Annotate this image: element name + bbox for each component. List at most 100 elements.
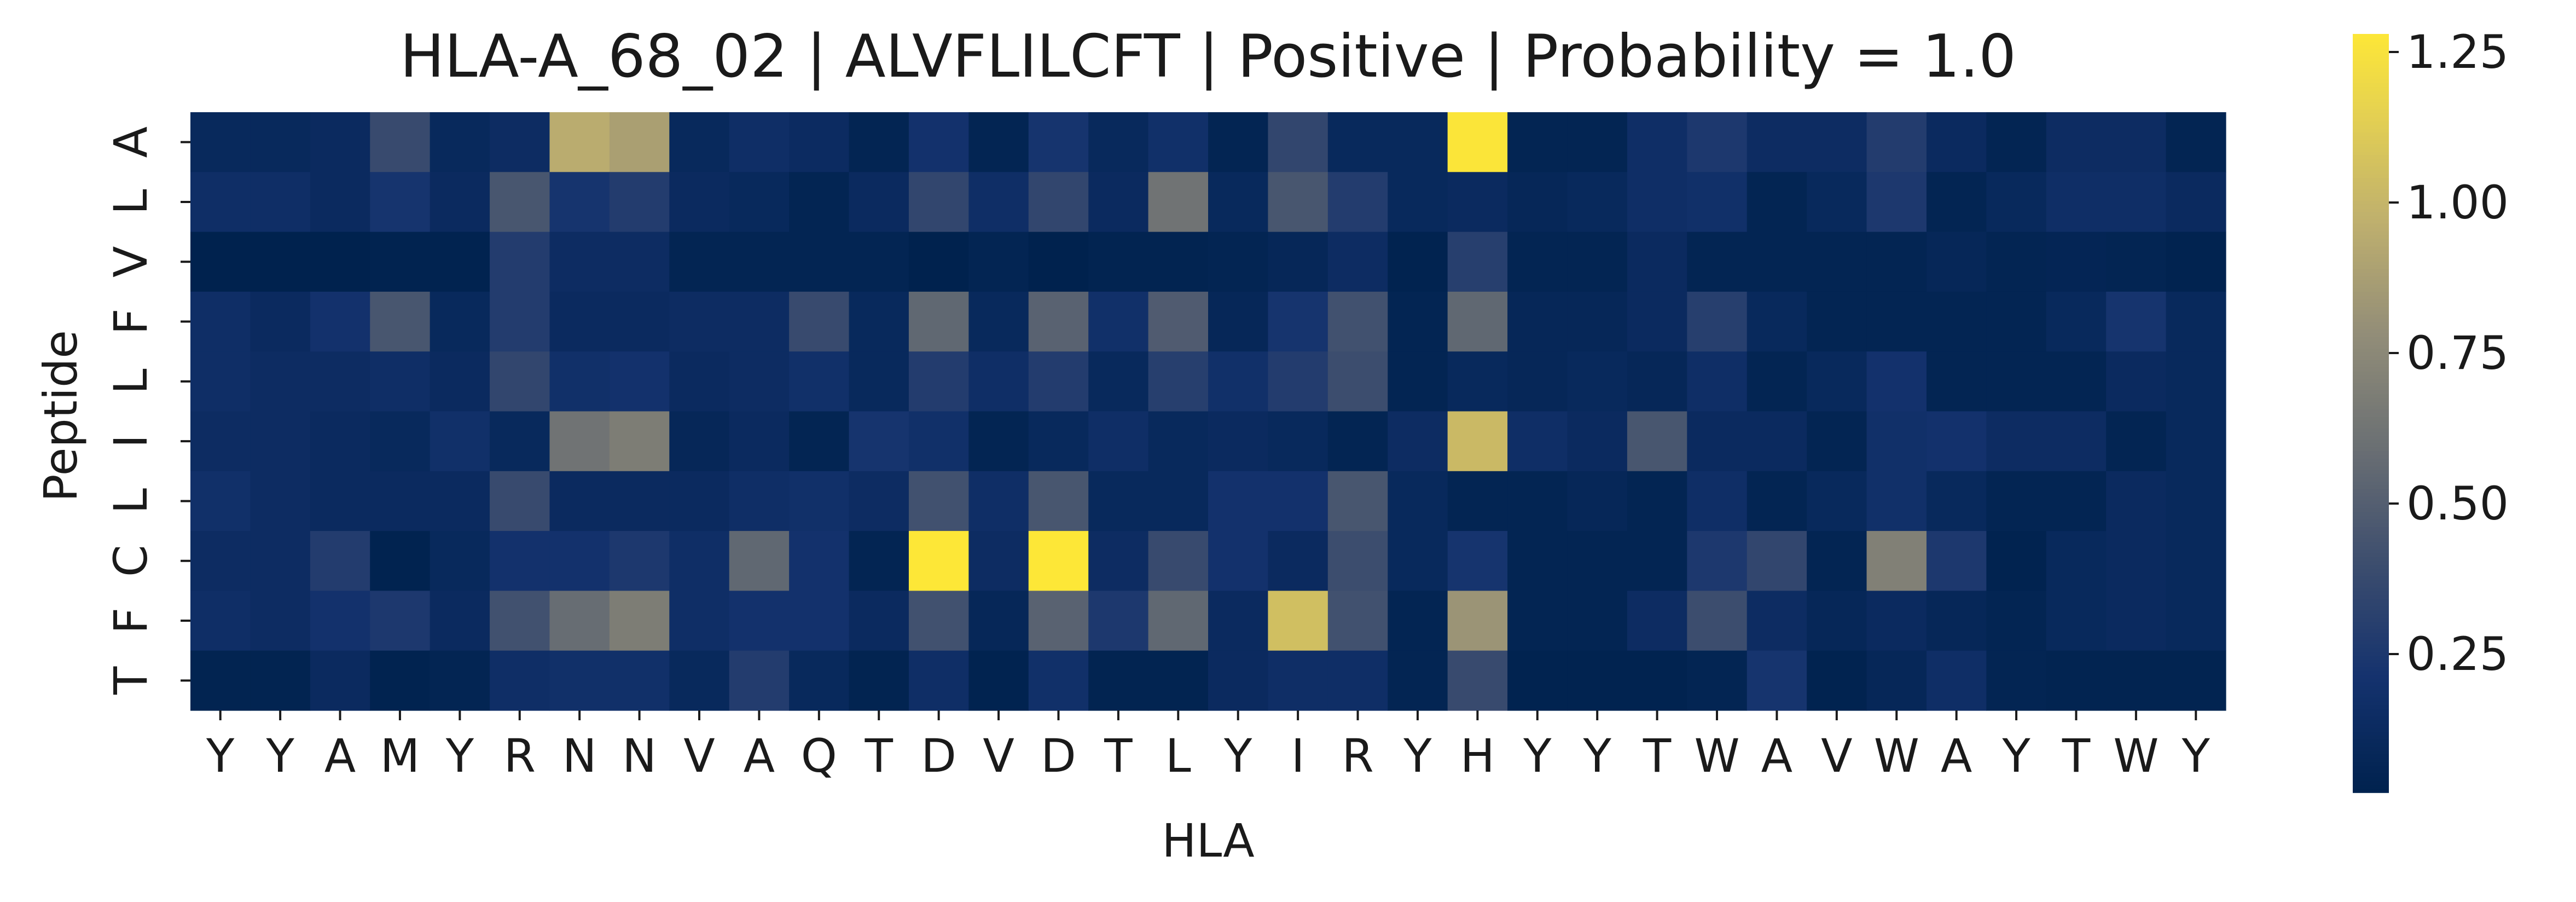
colorbar-segment xyxy=(2353,242,2389,247)
heatmap-cell xyxy=(190,531,251,591)
heatmap-cell xyxy=(1807,112,1867,172)
colorbar-segment xyxy=(2353,319,2389,323)
colorbar-segment xyxy=(2353,140,2389,144)
colorbar-segment xyxy=(2353,364,2389,368)
colorbar-segment xyxy=(2353,603,2389,608)
heatmap-cell xyxy=(729,531,790,591)
heatmap-cell xyxy=(1567,471,1627,531)
colorbar-segment xyxy=(2353,462,2389,467)
colorbar-segment xyxy=(2353,610,2389,615)
heatmap-cell xyxy=(1088,651,1148,711)
x-tick-label: A xyxy=(744,729,775,783)
heatmap-cell xyxy=(669,351,729,412)
heatmap-cell xyxy=(2106,412,2166,472)
colorbar-segment xyxy=(2353,432,2389,437)
colorbar-segment xyxy=(2353,482,2389,486)
heatmap-cell xyxy=(1687,412,1747,472)
colorbar-segment xyxy=(2353,660,2389,664)
heatmap-cell xyxy=(789,651,849,711)
heatmap-cell xyxy=(1507,351,1568,412)
heatmap-cell xyxy=(370,172,430,232)
heatmap-cell xyxy=(968,232,1029,292)
colorbar-segment xyxy=(2353,42,2389,46)
colorbar-segment xyxy=(2353,709,2389,714)
x-tick-label: R xyxy=(504,729,536,783)
colorbar-segment xyxy=(2353,197,2389,201)
heatmap-cell xyxy=(1627,351,1687,412)
heatmap-cell xyxy=(430,471,490,531)
colorbar-segment xyxy=(2353,144,2389,148)
colorbar-segment xyxy=(2353,163,2389,167)
heatmap-cell xyxy=(1927,591,1987,651)
x-tick-label: A xyxy=(324,729,356,783)
heatmap-cell xyxy=(1029,471,1089,531)
colorbar-segment xyxy=(2353,205,2389,209)
colorbar-segment xyxy=(2353,762,2389,767)
heatmap-cell xyxy=(430,651,490,711)
heatmap-cell xyxy=(789,172,849,232)
colorbar-segment xyxy=(2353,629,2389,634)
colorbar-tick-label: 1.00 xyxy=(2406,176,2509,229)
colorbar-segment xyxy=(2353,785,2389,789)
heatmap-cell xyxy=(1148,471,1209,531)
colorbar-segment xyxy=(2353,345,2389,349)
colorbar-segment xyxy=(2353,557,2389,562)
heatmap-cell xyxy=(1148,651,1209,711)
heatmap-cell xyxy=(909,651,969,711)
y-tick-label: T xyxy=(104,666,158,695)
heatmap-cell xyxy=(1986,292,2046,352)
colorbar-segment xyxy=(2353,663,2389,668)
heatmap-cell xyxy=(1927,232,1987,292)
colorbar-segment xyxy=(2353,254,2389,258)
heatmap-cell xyxy=(1268,351,1328,412)
heatmap-cell xyxy=(1867,531,1927,591)
heatmap-cell xyxy=(1627,531,1687,591)
colorbar-segment xyxy=(2353,174,2389,178)
colorbar-segment xyxy=(2353,239,2389,243)
heatmap-cell xyxy=(669,591,729,651)
heatmap-cell xyxy=(789,531,849,591)
heatmap-cell xyxy=(490,531,550,591)
colorbar-segment xyxy=(2353,550,2389,554)
heatmap-cell xyxy=(1328,651,1388,711)
heatmap-cell xyxy=(610,351,670,412)
y-tick-label: C xyxy=(104,545,158,577)
heatmap-cell xyxy=(310,412,370,472)
colorbar-segment xyxy=(2353,690,2389,695)
colorbar-segment xyxy=(2353,292,2389,296)
heatmap-cell xyxy=(1627,172,1687,232)
heatmap-cell xyxy=(849,232,909,292)
colorbar-segment xyxy=(2353,679,2389,683)
heatmap-cell xyxy=(549,232,610,292)
heatmap-cell xyxy=(1507,471,1568,531)
heatmap-cell xyxy=(370,292,430,352)
heatmap-cell xyxy=(669,112,729,172)
colorbar-segment xyxy=(2353,694,2389,698)
heatmap-cell xyxy=(1328,591,1388,651)
colorbar-segment xyxy=(2353,618,2389,622)
y-tick-label: L xyxy=(104,488,158,514)
heatmap-cell xyxy=(1268,172,1328,232)
heatmap-cell xyxy=(1208,292,1268,352)
heatmap-cell xyxy=(1986,112,2046,172)
x-tick-label: V xyxy=(683,729,715,783)
heatmap-cell xyxy=(729,292,790,352)
colorbar-segment xyxy=(2353,322,2389,327)
heatmap-cell xyxy=(1986,471,2046,531)
colorbar-segment xyxy=(2353,227,2389,232)
heatmap-cell xyxy=(610,412,670,472)
colorbar-segment xyxy=(2353,447,2389,452)
heatmap-cell xyxy=(1627,292,1687,352)
heatmap-cell xyxy=(1687,292,1747,352)
heatmap-cells xyxy=(190,112,2226,711)
heatmap-cell xyxy=(1388,112,1448,172)
heatmap-cell xyxy=(549,591,610,651)
heatmap-cell xyxy=(1328,292,1388,352)
colorbar-segment xyxy=(2353,539,2389,543)
colorbar-segment xyxy=(2353,429,2389,433)
x-tick-label: N xyxy=(562,729,597,783)
heatmap-cell xyxy=(1268,292,1328,352)
x-tick-label: W xyxy=(2113,729,2159,783)
heatmap-cell xyxy=(1268,651,1328,711)
colorbar-segment xyxy=(2353,330,2389,334)
